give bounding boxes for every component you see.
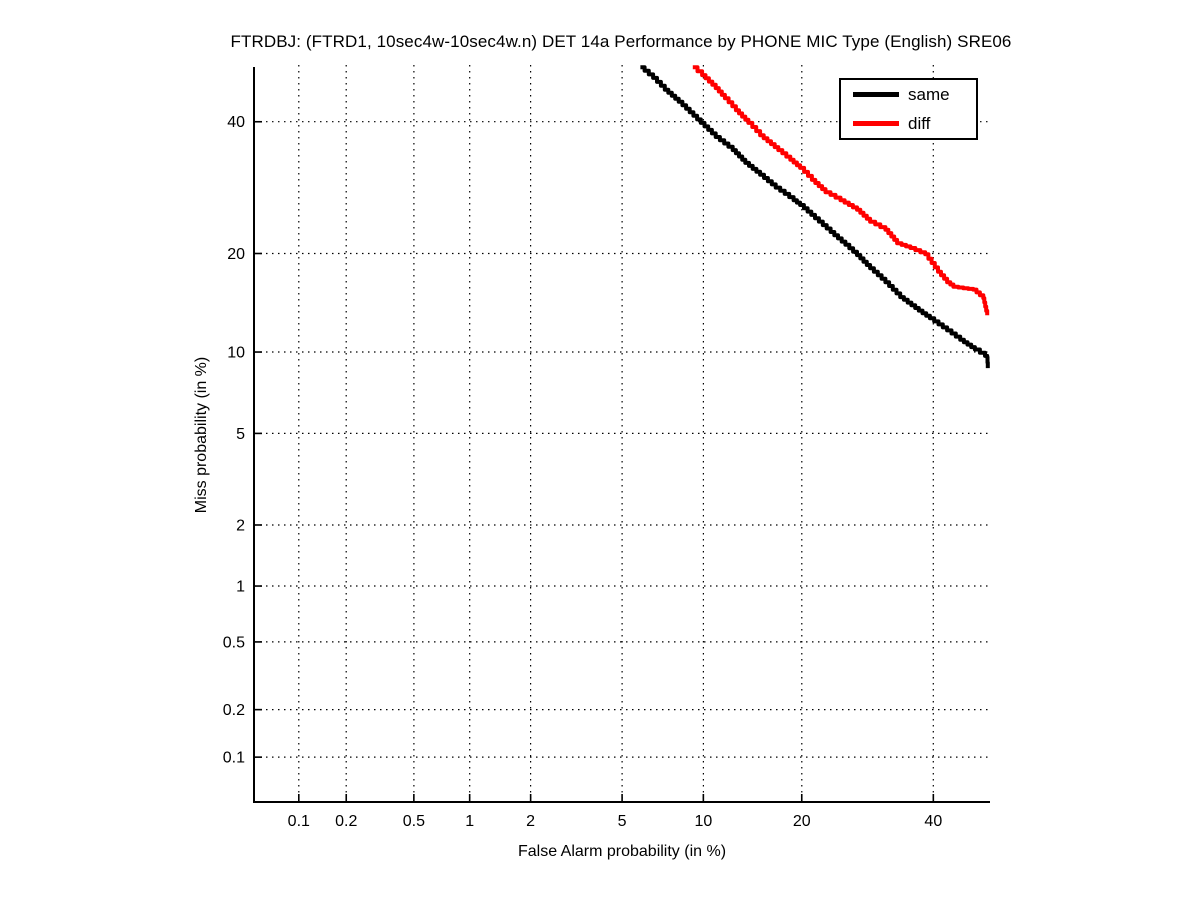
legend-line-sample-diff bbox=[853, 121, 899, 126]
y-tick-label: 1 bbox=[236, 579, 245, 596]
y-tick-label: 0.1 bbox=[223, 750, 245, 767]
legend-item-same: same bbox=[853, 86, 976, 103]
x-tick-label: 20 bbox=[793, 813, 811, 830]
x-tick-label: 40 bbox=[924, 813, 942, 830]
curve-same bbox=[640, 65, 990, 369]
x-tick-label: 10 bbox=[694, 813, 712, 830]
y-tick-label: 0.2 bbox=[223, 702, 245, 719]
chart-title: FTRDBJ: (FTRD1, 10sec4w-10sec4w.n) DET 1… bbox=[230, 32, 1012, 51]
x-tick-label: 2 bbox=[526, 813, 535, 830]
legend: same diff bbox=[839, 78, 978, 140]
x-tick-label: 0.5 bbox=[403, 813, 425, 830]
legend-item-diff: diff bbox=[853, 115, 976, 132]
y-axis-label: Miss probability (in %) bbox=[193, 356, 210, 514]
y-tick-label: 5 bbox=[236, 426, 245, 443]
legend-line-sample-same bbox=[853, 92, 899, 97]
y-tick-label: 0.5 bbox=[223, 634, 245, 651]
x-tick-label: 1 bbox=[465, 813, 474, 830]
x-axis-label: False Alarm probability (in %) bbox=[517, 843, 727, 860]
y-tick-label: 10 bbox=[227, 345, 245, 362]
y-tick-label: 2 bbox=[236, 517, 245, 534]
y-tick-label: 40 bbox=[227, 114, 245, 131]
legend-label-same: same bbox=[908, 85, 950, 104]
legend-label-diff: diff bbox=[908, 114, 931, 133]
curve-diff bbox=[692, 65, 990, 316]
x-tick-label: 0.1 bbox=[288, 813, 310, 830]
y-tick-label: 20 bbox=[227, 246, 245, 263]
x-tick-label: 5 bbox=[618, 813, 627, 830]
x-tick-label: 0.2 bbox=[335, 813, 357, 830]
